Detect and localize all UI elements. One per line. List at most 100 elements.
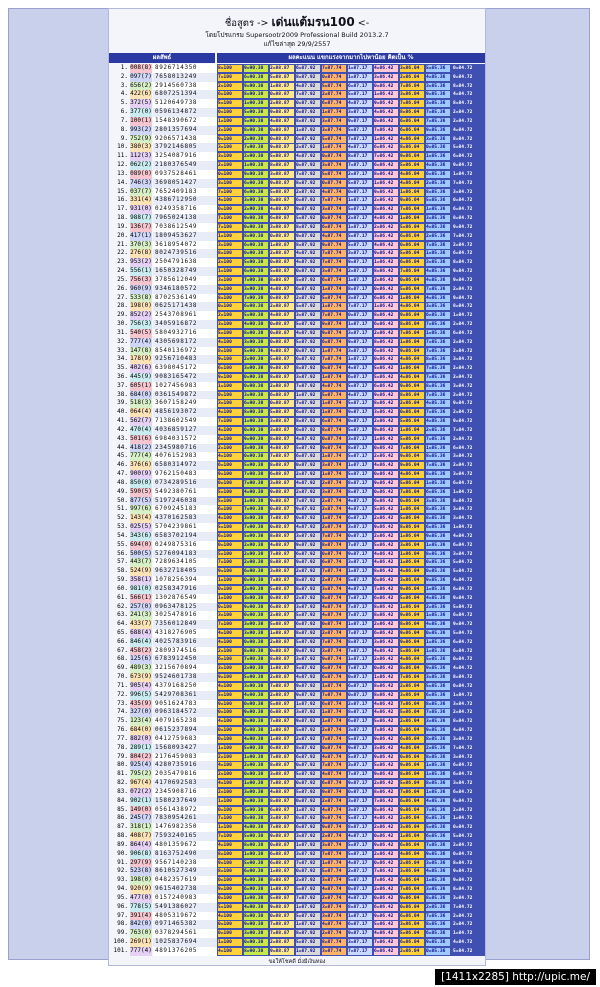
row-digits: 4305698172 [153,337,217,347]
row-digits: 4891376205 [153,946,217,956]
row-key: 778(5) [130,902,152,912]
score-cell: 4=100 [218,912,242,920]
score-cell: 6=87.17 [348,682,372,690]
row-scores: 1=100 0=90.38 7=88.87 8=87.92 2=87.74 5=87.17… [217,576,485,585]
score-cell-last: 7=84.72 [453,904,473,910]
row-number: 70. [117,673,128,681]
score-cell: 5=87.17 [348,382,372,390]
score-cell: 7=85.36 [426,241,450,249]
score-cell: 5=87.92 [296,321,320,329]
score-cell: 7=86.04 [400,488,424,496]
score-cell: 8=87.92 [296,73,320,81]
score-cell-last: 5=84.72 [453,834,473,840]
row-scores: 7=100 5=90.38 9=88.87 3=87.92 2=87.74 4=87.17… [217,832,485,841]
row-key: 433(7) [130,620,152,630]
score-cell: 8=86.42 [374,612,398,620]
score-cell: 8=85.36 [426,700,450,708]
score-cell: 7=87.74 [322,532,346,540]
row-digits: 8540136972 [153,346,217,356]
score-cell: 7=88.87 [270,921,294,929]
score-cell: 4=87.17 [348,859,372,867]
score-cell: 0=90.38 [244,612,268,620]
score-cell: 7=86.42 [374,585,398,593]
score-cell: 3=87.92 [296,373,320,381]
score-cell: 3=85.36 [426,259,450,267]
table-row: 32. 777(4) 4305698172 4=100 3=90.38 0=88.87 5=… [109,337,485,347]
score-cell: 1=85.36 [426,206,450,214]
row-number: 62. [117,602,128,610]
table-row: 66. 846(4) 4025783916 4=100 0=90.38 2=88.87 5=… [109,637,485,647]
row-scores: 0=100 9=90.38 6=88.87 3=87.92 4=87.74 7=87.17… [217,602,485,612]
score-cell: 3=90.38 [244,285,268,293]
score-cell: 5=86.04 [400,223,424,231]
row-scores: 3=100 7=90.38 9=88.87 2=87.92 1=87.74 4=87.17… [217,143,485,153]
row-scores: 4=100 2=90.38 8=88.87 0=87.92 7=87.74 3=87.17… [217,761,485,771]
score-cell: 7=87.74 [322,691,346,699]
score-cell-last: 9=84.72 [453,163,473,169]
score-cell: 0=87.92 [296,815,320,823]
row-scores: 6=100 5=90.38 8=88.87 0=87.92 3=87.74 1=87.17… [217,461,485,471]
row-number: 1. [120,64,128,71]
score-cell: 6=85.36 [426,833,450,841]
score-cell: 8=90.38 [244,409,268,417]
row-number: 53. [117,523,128,531]
table-row: 18. 988(7) 7965024138 7=100 9=90.38 6=88.87 5=… [109,214,485,223]
score-cell: 8=88.87 [270,877,294,885]
score-cell: 7=87.74 [322,259,346,267]
row-number: 14. [117,178,128,186]
row-key: 072(2) [130,787,152,797]
score-cell: 7=86.04 [400,82,424,90]
score-cell: 9=85.36 [426,727,450,735]
score-cell: 0=100 [218,541,242,549]
score-cell: 9=86.04 [400,612,424,620]
score-cell: 2=86.42 [374,515,398,523]
score-cell: 9=88.87 [270,833,294,841]
table-row: 41. 562(7) 7138602549 7=100 1=90.38 3=88.87 8=… [109,417,485,426]
row-key: 008(8) [130,64,152,73]
score-cell: 4=87.17 [348,585,372,593]
row-key: 443(7) [130,558,152,568]
score-cell: 6=88.87 [270,709,294,717]
score-cell: 5=86.42 [374,921,398,929]
row-key: 524(9) [130,567,152,577]
score-cell: 5=86.42 [374,506,398,514]
score-cell: 8=88.87 [270,276,294,284]
row-number: 36. [117,372,128,380]
row-number: 81. [117,770,128,778]
score-cell: 9=87.92 [296,232,320,240]
score-cell: 2=90.38 [244,550,268,558]
row-scores: 7=100 3=90.38 5=88.87 6=87.92 0=87.74 1=87.17… [217,620,485,629]
score-cell: 9=86.04 [400,638,424,646]
score-cell: 1=85.36 [426,647,450,655]
score-cell: 8=85.36 [426,921,450,929]
score-cell: 8=87.92 [296,179,320,187]
score-cell-last: 0=84.72 [453,198,473,204]
table-row: 23. 953(2) 2504791638 2=100 5=90.38 0=88.87 4=… [109,258,485,268]
score-cell: 2=86.42 [374,223,398,231]
score-cell-last: 2=84.72 [453,110,473,116]
score-cell: 7=86.42 [374,868,398,876]
row-number: 4. [120,90,128,98]
row-key: 241(3) [130,611,152,621]
score-cell: 1=87.74 [322,709,346,717]
score-cell: 7=86.04 [400,268,424,276]
row-digits: 1650328749 [153,267,217,276]
score-cell: 3=85.36 [426,497,450,505]
row-digits: 2914560738 [153,81,217,91]
score-cell: 4=88.87 [270,541,294,549]
score-cell: 1=90.38 [244,894,268,902]
score-cell: 3=88.87 [270,815,294,823]
score-cell-last: 9=84.72 [453,74,473,80]
score-cell: 8=87.17 [348,638,372,646]
table-row: 13. 089(0) 0937528461 0=100 9=90.38 3=88.87 7=… [109,169,485,179]
score-cell: 5=86.04 [400,418,424,426]
row-key: 136(7) [130,222,152,232]
score-cell: 4=100 [218,947,242,955]
score-cell: 3=87.17 [348,727,372,735]
score-cell: 0=87.17 [348,188,372,196]
score-cell: 2=87.74 [322,479,346,487]
score-cell: 6=86.42 [374,497,398,505]
row-number: 60. [117,584,128,592]
score-cell: 0=85.36 [426,630,450,637]
score-cell: 8=90.38 [244,126,268,134]
